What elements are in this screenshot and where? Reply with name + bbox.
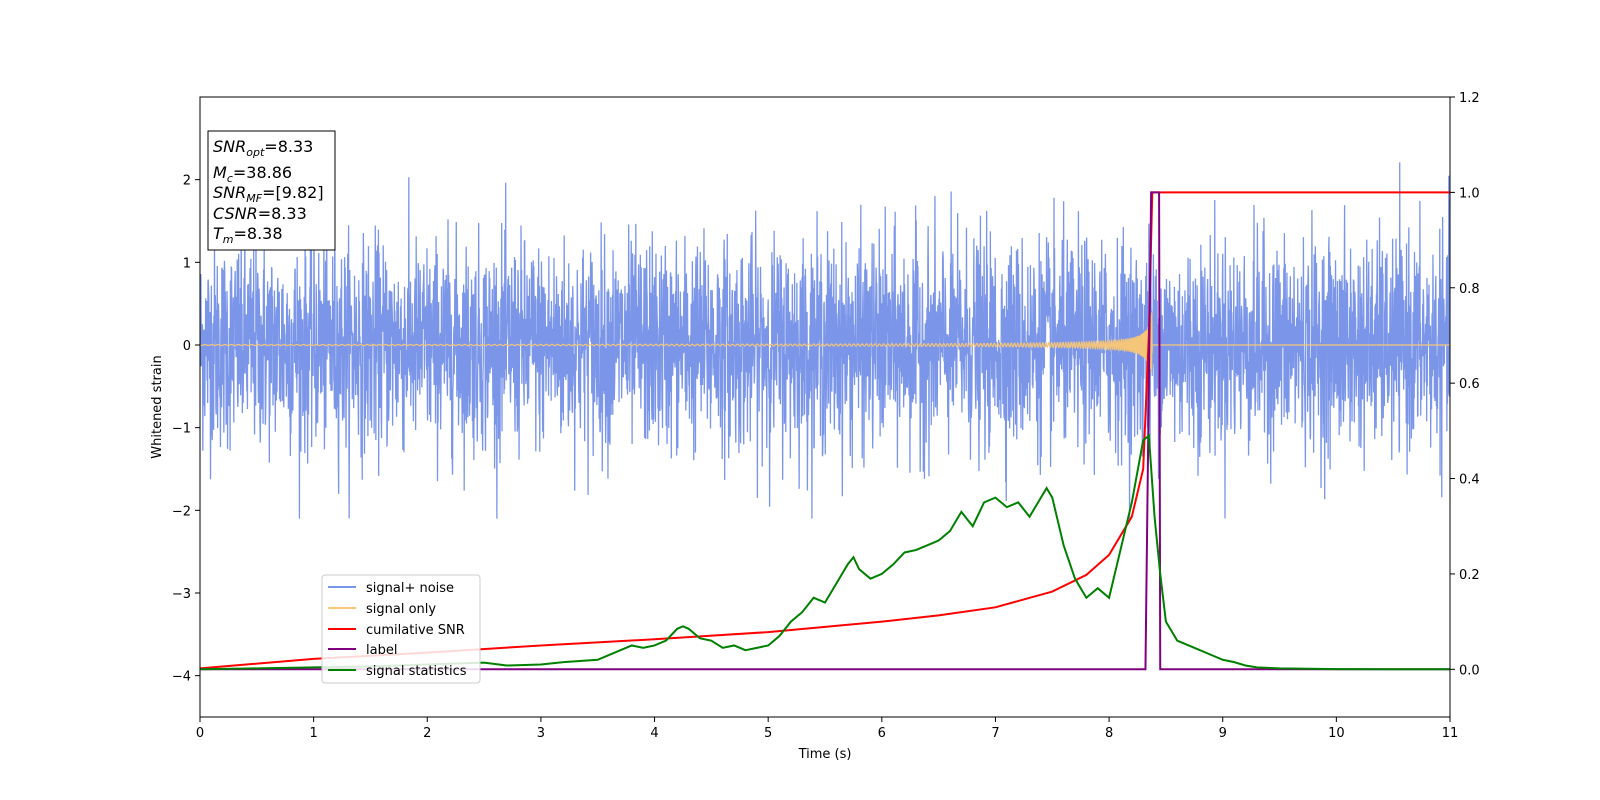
- y-left-tick-label: −4: [172, 670, 191, 685]
- series-signal-noise-line: [200, 162, 1450, 519]
- x-tick-label: 2: [423, 726, 431, 741]
- series-label-line: [200, 191, 1450, 671]
- y-right-tick-label: 1.0: [1459, 186, 1480, 201]
- annotation-frame: [207, 130, 336, 251]
- y-axis-left-ticks: −4 −3 −2 −1 0 1 2: [172, 174, 200, 685]
- legend-label-signal-statistics: signal statistics: [366, 664, 467, 679]
- x-tick-label: 6: [878, 726, 886, 741]
- annotation-line-tm: Tm=8.38: [213, 224, 283, 246]
- series-signal-statistics-line: [200, 433, 1450, 671]
- y-right-tick-label: 0.6: [1459, 377, 1480, 392]
- x-axis-label: Time (s): [798, 747, 852, 762]
- x-tick-label: 7: [991, 726, 999, 741]
- y-left-tick-label: 1: [183, 256, 191, 271]
- y-right-tick-label: 0.8: [1459, 282, 1480, 297]
- y-left-tick-label: −3: [172, 587, 191, 602]
- series-signal-only-line: [200, 311, 1450, 374]
- y-right-tick-label: 0.2: [1459, 568, 1480, 583]
- x-tick-label: 1: [309, 726, 317, 741]
- annotation-line-csnr: CSNR=8.33: [213, 204, 307, 223]
- x-tick-label: 4: [650, 726, 658, 741]
- y-axis-label: Whitened strain: [150, 355, 165, 458]
- annotation-line-snr-opt: SNRopt=8.33: [213, 137, 313, 159]
- legend-label-label: label: [366, 643, 397, 658]
- x-tick-label: 11: [1442, 726, 1459, 741]
- y-left-tick-label: 2: [183, 174, 191, 189]
- legend-label-signal-only: signal only: [366, 602, 436, 617]
- legend-label-cumulative-snr: cumilative SNR: [366, 623, 465, 638]
- x-axis-ticks: 0 1 2 3 4 5 6 7 8 9 10 11: [196, 717, 1458, 741]
- y-left-tick-label: −2: [172, 504, 191, 519]
- x-tick-label: 3: [537, 726, 545, 741]
- annotation-line-mc: Mc=38.86: [213, 163, 292, 185]
- legend-frame: [321, 574, 481, 684]
- x-tick-label: 10: [1328, 726, 1345, 741]
- y-left-tick-label: −1: [172, 422, 191, 437]
- y-right-tick-label: 1.2: [1459, 91, 1480, 106]
- annotation-line-snr-mf: SNRMF=[9.82]: [213, 183, 324, 205]
- y-right-tick-label: 0.0: [1459, 663, 1480, 678]
- x-tick-label: 9: [1219, 726, 1227, 741]
- plot-frame: [199, 96, 1451, 718]
- y-right-tick-label: 0.4: [1459, 473, 1480, 488]
- legend: signal+ noise signal only cumilative SNR…: [321, 574, 481, 684]
- y-axis-right-ticks: 0.0 0.2 0.4 0.6 0.8 1.0 1.2: [1450, 91, 1480, 678]
- x-tick-label: 8: [1105, 726, 1113, 741]
- series-layer: [200, 162, 1450, 671]
- x-tick-label: 0: [196, 726, 204, 741]
- y-left-tick-label: 0: [183, 339, 191, 354]
- x-tick-label: 5: [764, 726, 772, 741]
- legend-label-signal-noise: signal+ noise: [366, 581, 454, 596]
- stats-annotation-box: SNRopt=8.33 Mc=38.86 SNRMF=[9.82] CSNR=8…: [207, 130, 336, 251]
